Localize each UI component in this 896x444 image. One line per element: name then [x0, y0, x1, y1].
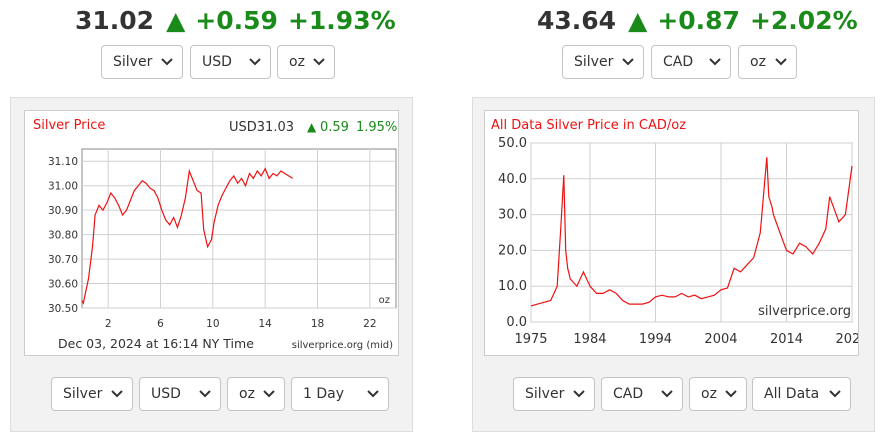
left-quote: 31.02 ▲ +0.59 +1.93% — [75, 6, 396, 35]
header-change: 0.59 — [320, 120, 349, 135]
header-percent: 1.95% — [356, 120, 397, 135]
select-value: All Data — [764, 386, 820, 402]
y-tick-label: 31.10 — [48, 156, 78, 168]
right-unit-select[interactable]: oz — [738, 45, 797, 79]
x-tick-label: 1994 — [639, 332, 672, 347]
select-value: USD — [202, 54, 232, 70]
select-value: oz — [239, 386, 255, 402]
right-change: +0.87 — [657, 6, 740, 35]
chevron-down-icon — [725, 390, 737, 398]
select-value: oz — [289, 54, 305, 70]
select-value: Silver — [574, 54, 614, 70]
up-arrow-icon: ▲ — [166, 6, 186, 35]
right-bottom-unit-select[interactable]: oz — [689, 377, 747, 411]
x-tick-label: 18 — [311, 318, 324, 330]
left-bottom-currency-select[interactable]: USD — [139, 377, 221, 411]
right-percent: +2.02% — [749, 6, 858, 35]
x-tick-label: 14 — [258, 318, 272, 330]
x-tick-label: 22 — [363, 318, 376, 330]
y-tick-label: 10.0 — [498, 279, 527, 294]
chevron-down-icon — [775, 58, 787, 66]
select-value: Silver — [63, 386, 103, 402]
chevron-down-icon — [249, 58, 261, 66]
y-tick-label: 30.50 — [48, 303, 78, 315]
chevron-down-icon — [263, 390, 275, 398]
up-arrow-icon: ▲ — [307, 120, 317, 134]
select-value: oz — [701, 386, 717, 402]
left-timeframe-select[interactable]: 1 Day — [291, 377, 389, 411]
chevron-down-icon — [622, 58, 634, 66]
plot-frame — [81, 148, 397, 309]
price-line — [81, 167, 293, 305]
chevron-down-icon — [161, 58, 173, 66]
y-tick-label: 30.90 — [48, 205, 78, 217]
right-chart-panel: All Data Silver Price in CAD/oz 50.0 40.0… — [472, 97, 875, 432]
date-label: Dec 03, 2024 at 16:14 NY Time — [58, 336, 254, 351]
chart-title: Silver Price — [33, 118, 105, 133]
y-tick-label: 30.70 — [48, 254, 78, 266]
chevron-down-icon — [199, 390, 211, 398]
left-chart: Silver Price USD31.03 ▲ 0.59 1.95% 31.10… — [24, 110, 399, 356]
select-value: CAD — [613, 386, 644, 402]
x-tick-label: 2004 — [704, 332, 737, 347]
select-value: CAD — [663, 54, 694, 70]
right-bottom-currency-select[interactable]: CAD — [601, 377, 683, 411]
y-tick-label: 0.0 — [506, 315, 527, 330]
x-tick-label: 10 — [206, 318, 219, 330]
left-unit-select[interactable]: oz — [277, 45, 335, 79]
y-tick-label: 20.0 — [498, 243, 527, 258]
all-data-price-chart: All Data Silver Price in CAD/oz 50.0 40.0… — [491, 118, 869, 347]
chevron-down-icon — [313, 58, 325, 66]
x-tick-label: 1975 — [514, 332, 547, 347]
select-value: USD — [151, 386, 181, 402]
select-value: Silver — [525, 386, 565, 402]
left-metal-select[interactable]: Silver — [101, 45, 183, 79]
x-tick-label: 1984 — [573, 332, 606, 347]
up-arrow-icon: ▲ — [628, 6, 648, 35]
chevron-down-icon — [661, 390, 673, 398]
select-value: Silver — [113, 54, 153, 70]
y-tick-label: 30.80 — [48, 230, 78, 242]
y-tick-label: 30.60 — [48, 279, 78, 291]
chevron-down-icon — [573, 390, 585, 398]
left-change: +0.59 — [195, 6, 278, 35]
chevron-down-icon — [829, 390, 841, 398]
source-label: silverprice.org (mid) — [292, 340, 393, 351]
unit-label: oz — [379, 295, 390, 306]
right-bottom-metal-select[interactable]: Silver — [513, 377, 595, 411]
right-timeframe-select[interactable]: All Data — [752, 377, 851, 411]
x-tick-label: 6 — [157, 318, 164, 330]
left-currency-select[interactable]: USD — [190, 45, 271, 79]
intraday-price-chart: Silver Price USD31.03 ▲ 0.59 1.95% 31.10… — [33, 118, 397, 351]
left-percent: +1.93% — [287, 6, 396, 35]
right-currency-select[interactable]: CAD — [651, 45, 731, 79]
y-tick-label: 50.0 — [498, 136, 527, 151]
left-bottom-unit-select[interactable]: oz — [227, 377, 285, 411]
x-tick-label: 2024 — [835, 332, 858, 347]
right-metal-select[interactable]: Silver — [562, 45, 644, 79]
source-label: silverprice.org — [758, 304, 851, 319]
chevron-down-icon — [111, 390, 123, 398]
y-tick-label: 31.00 — [48, 181, 78, 193]
x-tick-label: 2 — [105, 318, 112, 330]
header-quote: USD31.03 — [229, 120, 294, 135]
y-tick-label: 40.0 — [498, 172, 527, 187]
x-tick-label: 2014 — [770, 332, 803, 347]
chart-title: All Data Silver Price in CAD/oz — [491, 118, 686, 133]
left-chart-panel: Silver Price USD31.03 ▲ 0.59 1.95% 31.10… — [10, 97, 413, 432]
select-value: 1 Day — [303, 386, 345, 402]
right-chart: All Data Silver Price in CAD/oz 50.0 40.0… — [484, 110, 869, 356]
price-line — [530, 157, 853, 307]
left-bottom-metal-select[interactable]: Silver — [51, 377, 133, 411]
select-value: oz — [750, 54, 766, 70]
chevron-down-icon — [709, 58, 721, 66]
right-quote: 43.64 ▲ +0.87 +2.02% — [537, 6, 858, 35]
chevron-down-icon — [367, 390, 379, 398]
y-tick-label: 30.0 — [498, 208, 527, 223]
right-price: 43.64 — [537, 6, 617, 35]
plot-frame — [530, 142, 853, 323]
left-price: 31.02 — [75, 6, 155, 35]
